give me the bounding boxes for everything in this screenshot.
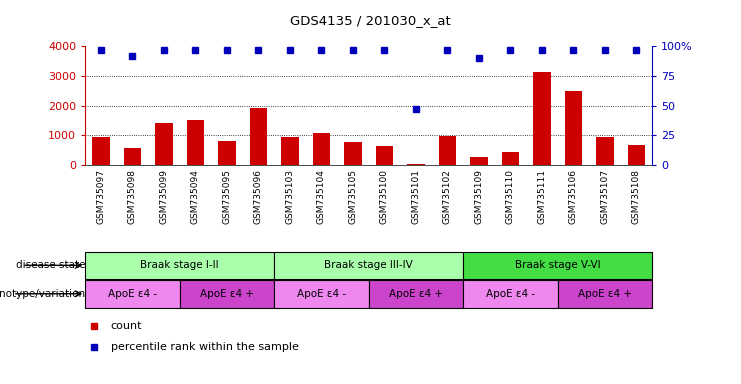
Text: GSM735095: GSM735095 [222,169,231,224]
Text: ApoE ε4 -: ApoE ε4 - [297,289,346,299]
Text: GSM735104: GSM735104 [317,169,326,224]
Text: GSM735094: GSM735094 [191,169,200,224]
Bar [274,252,463,279]
Text: GSM735110: GSM735110 [506,169,515,224]
Bar [187,120,204,165]
Text: GSM735106: GSM735106 [569,169,578,224]
Bar [628,146,645,165]
Bar [179,280,274,308]
Text: GSM735111: GSM735111 [537,169,546,224]
Bar [376,146,393,165]
Text: GSM735102: GSM735102 [443,169,452,224]
Bar [85,252,274,279]
Text: GSM735107: GSM735107 [600,169,609,224]
Bar [565,91,582,165]
Bar [471,157,488,165]
Text: GSM735103: GSM735103 [285,169,294,224]
Bar [502,152,519,165]
Text: Braak stage III-IV: Braak stage III-IV [325,260,413,270]
Bar [219,141,236,165]
Text: Braak stage I-II: Braak stage I-II [140,260,219,270]
Text: GDS4135 / 201030_x_at: GDS4135 / 201030_x_at [290,14,451,27]
Bar [282,137,299,165]
Bar [557,280,652,308]
Text: GSM735101: GSM735101 [411,169,420,224]
Text: GSM735096: GSM735096 [254,169,263,224]
Bar [439,136,456,165]
Text: GSM735108: GSM735108 [632,169,641,224]
Text: GSM735105: GSM735105 [348,169,357,224]
Bar [463,280,557,308]
Bar [156,122,173,165]
Bar [274,280,369,308]
Text: ApoE ε4 +: ApoE ε4 + [389,289,443,299]
Text: GSM735097: GSM735097 [96,169,105,224]
Bar [534,72,551,165]
Bar [93,137,110,165]
Text: GSM735098: GSM735098 [128,169,137,224]
Text: GSM735100: GSM735100 [380,169,389,224]
Text: GSM735109: GSM735109 [474,169,483,224]
Bar [408,164,425,165]
Bar [345,142,362,165]
Text: ApoE ε4 +: ApoE ε4 + [200,289,254,299]
Text: count: count [110,321,142,331]
Text: GSM735099: GSM735099 [159,169,168,224]
Text: ApoE ε4 +: ApoE ε4 + [578,289,632,299]
Bar [124,148,141,165]
Text: disease state: disease state [16,260,85,270]
Text: ApoE ε4 -: ApoE ε4 - [108,289,157,299]
Bar [85,280,179,308]
Bar [250,108,267,165]
Text: genotype/variation: genotype/variation [0,289,85,299]
Bar [313,133,330,165]
Text: percentile rank within the sample: percentile rank within the sample [110,342,299,352]
Bar [463,252,652,279]
Bar [597,137,614,165]
Bar [368,280,463,308]
Text: ApoE ε4 -: ApoE ε4 - [486,289,535,299]
Text: Braak stage V-VI: Braak stage V-VI [515,260,600,270]
